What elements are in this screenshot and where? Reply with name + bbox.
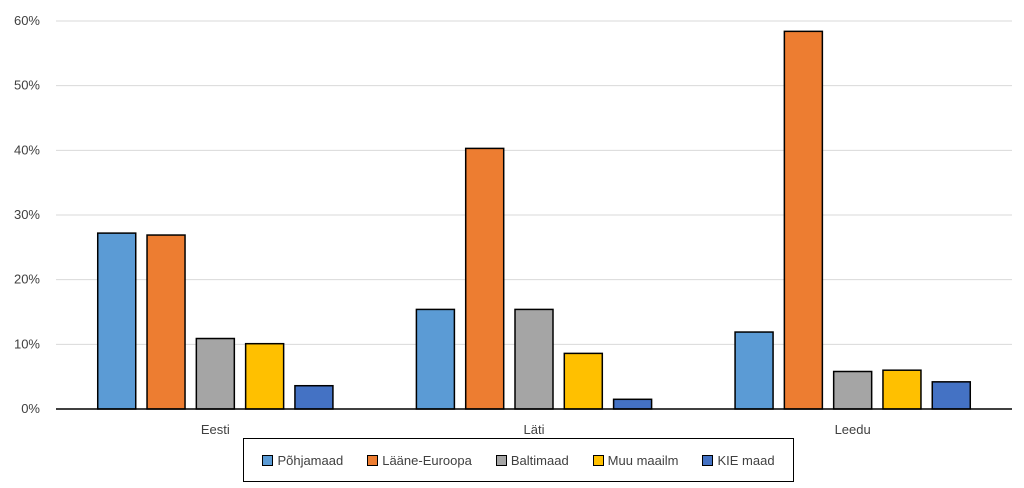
bar [195, 337, 236, 410]
bars [96, 30, 972, 410]
legend-label: KIE maad [717, 452, 775, 468]
bar [294, 384, 334, 410]
bar [563, 352, 604, 410]
bar [244, 342, 285, 410]
bar [832, 370, 873, 410]
bar [96, 232, 137, 410]
legend-item-kie-maad: KIE maad [702, 452, 775, 468]
bar [146, 234, 186, 410]
bar [514, 308, 554, 410]
legend: Põhjamaad Lääne-Euroopa Baltimaad Muu ma… [243, 438, 794, 482]
bar [415, 308, 456, 410]
y-tick-label: 40% [14, 142, 40, 157]
category-labels: Eesti Läti Leedu [201, 422, 871, 437]
legend-item-muu-maailm: Muu maailm [592, 452, 679, 468]
y-axis-ticks: 0% 10% 20% 30% 40% 50% 60% [14, 13, 40, 416]
y-tick-label: 60% [14, 13, 40, 28]
category-label: Läti [524, 422, 545, 437]
bar [464, 147, 505, 410]
gridlines [56, 20, 1012, 345]
legend-swatch [495, 454, 507, 466]
legend-swatch [262, 454, 274, 466]
bar [783, 30, 824, 410]
legend-item-laane-euroopa: Lääne-Euroopa [367, 453, 472, 468]
bar [612, 398, 653, 410]
legend-label: Baltimaad [510, 452, 569, 468]
legend-item-baltimaad: Baltimaad [495, 452, 569, 468]
legend-label: Muu maailm [607, 452, 679, 468]
y-tick-label: 50% [14, 78, 40, 93]
category-label: Leedu [835, 422, 871, 437]
y-tick-label: 10% [14, 336, 40, 351]
bar [734, 331, 774, 410]
y-tick-label: 20% [14, 272, 40, 287]
legend-swatch [592, 454, 604, 466]
legend-swatch [702, 454, 714, 466]
y-tick-label: 0% [21, 401, 40, 416]
legend-label: Põhjamaad [277, 452, 344, 468]
bar [882, 369, 922, 410]
legend-swatch [367, 454, 379, 466]
bar [931, 381, 972, 410]
legend-label: Lääne-Euroopa [382, 452, 472, 468]
y-tick-label: 30% [14, 207, 40, 222]
category-label: Eesti [201, 422, 230, 437]
legend-item-pohjamaad: Põhjamaad [262, 453, 343, 468]
